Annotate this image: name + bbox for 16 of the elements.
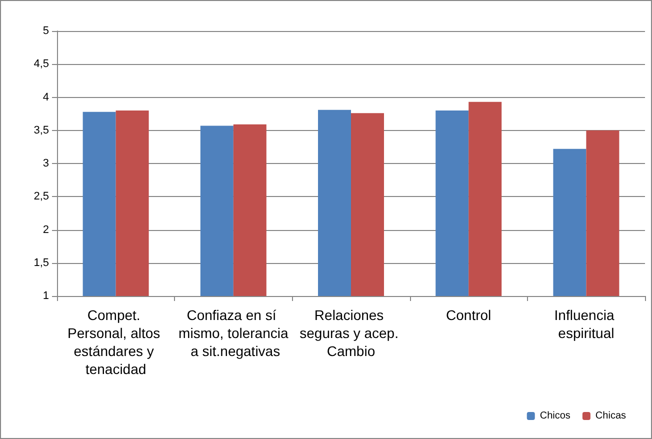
y-tick-label: 3,5: [34, 124, 49, 136]
y-tick-label: 2,5: [34, 190, 49, 203]
y-tick-label: 4,5: [34, 58, 49, 70]
x-tick-label: Compet. Personal, altos estándares y tenacidad: [68, 307, 164, 377]
y-tick-label: 2: [42, 224, 49, 236]
legend-label: Chicos: [540, 410, 570, 422]
legend-label: Chicas: [595, 410, 626, 422]
y-tick-label: 5: [42, 25, 49, 37]
x-tick-label: Confiaza en sí mismo, tolerancia a sit.negativas: [178, 307, 288, 359]
y-tick-label: 1: [42, 290, 49, 302]
y-tick-label: 4: [42, 91, 49, 104]
y-tick-label: 3: [42, 158, 49, 170]
x-tick-label: Influencia espiritual: [554, 307, 618, 341]
x-tick-label: Control: [446, 307, 492, 323]
y-tick-label: 1,5: [34, 256, 49, 269]
x-tick-label: Relaciones seguras y acep. Cambio: [300, 307, 402, 359]
